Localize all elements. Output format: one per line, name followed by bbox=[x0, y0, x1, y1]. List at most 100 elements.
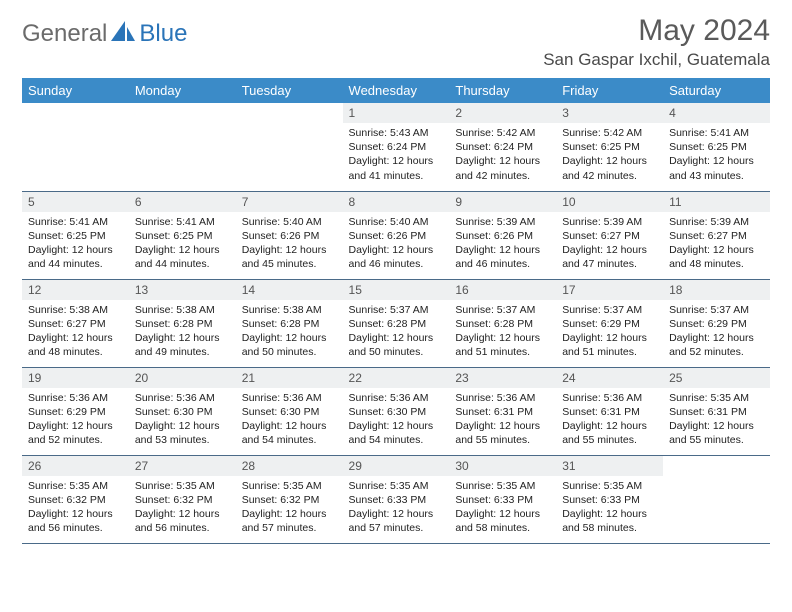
day-number: 9 bbox=[449, 192, 556, 212]
day-info: Sunrise: 5:36 AMSunset: 6:31 PMDaylight:… bbox=[556, 388, 663, 452]
calendar-cell: 1Sunrise: 5:43 AMSunset: 6:24 PMDaylight… bbox=[343, 103, 450, 191]
calendar-cell: 17Sunrise: 5:37 AMSunset: 6:29 PMDayligh… bbox=[556, 279, 663, 367]
calendar-cell: 20Sunrise: 5:36 AMSunset: 6:30 PMDayligh… bbox=[129, 367, 236, 455]
day-number: 4 bbox=[663, 103, 770, 123]
day-info: Sunrise: 5:35 AMSunset: 6:33 PMDaylight:… bbox=[556, 476, 663, 540]
day-number: 6 bbox=[129, 192, 236, 212]
calendar-cell: 10Sunrise: 5:39 AMSunset: 6:27 PMDayligh… bbox=[556, 191, 663, 279]
calendar-cell: .. bbox=[236, 103, 343, 191]
brand-sail-icon bbox=[111, 21, 137, 48]
calendar-cell: 8Sunrise: 5:40 AMSunset: 6:26 PMDaylight… bbox=[343, 191, 450, 279]
day-info: Sunrise: 5:36 AMSunset: 6:30 PMDaylight:… bbox=[129, 388, 236, 452]
day-number: 19 bbox=[22, 368, 129, 388]
day-info: Sunrise: 5:37 AMSunset: 6:29 PMDaylight:… bbox=[663, 300, 770, 364]
day-number: 2 bbox=[449, 103, 556, 123]
day-info: Sunrise: 5:41 AMSunset: 6:25 PMDaylight:… bbox=[22, 212, 129, 276]
location-label: San Gaspar Ixchil, Guatemala bbox=[543, 50, 770, 70]
day-number: 10 bbox=[556, 192, 663, 212]
day-number: 27 bbox=[129, 456, 236, 476]
calendar-cell: 16Sunrise: 5:37 AMSunset: 6:28 PMDayligh… bbox=[449, 279, 556, 367]
day-number: 22 bbox=[343, 368, 450, 388]
day-number: 17 bbox=[556, 280, 663, 300]
day-number: 20 bbox=[129, 368, 236, 388]
brand-text-general: General bbox=[22, 20, 107, 48]
day-info: Sunrise: 5:37 AMSunset: 6:28 PMDaylight:… bbox=[343, 300, 450, 364]
day-number: 15 bbox=[343, 280, 450, 300]
day-info: Sunrise: 5:39 AMSunset: 6:26 PMDaylight:… bbox=[449, 212, 556, 276]
calendar-cell: 21Sunrise: 5:36 AMSunset: 6:30 PMDayligh… bbox=[236, 367, 343, 455]
day-number: 25 bbox=[663, 368, 770, 388]
day-info: Sunrise: 5:43 AMSunset: 6:24 PMDaylight:… bbox=[343, 123, 450, 187]
day-number: 28 bbox=[236, 456, 343, 476]
calendar-cell: 26Sunrise: 5:35 AMSunset: 6:32 PMDayligh… bbox=[22, 455, 129, 543]
day-number: 5 bbox=[22, 192, 129, 212]
brand-text-blue: Blue bbox=[139, 20, 187, 48]
calendar-cell: 6Sunrise: 5:41 AMSunset: 6:25 PMDaylight… bbox=[129, 191, 236, 279]
day-info: Sunrise: 5:35 AMSunset: 6:32 PMDaylight:… bbox=[236, 476, 343, 540]
day-info: Sunrise: 5:39 AMSunset: 6:27 PMDaylight:… bbox=[663, 212, 770, 276]
day-number: 26 bbox=[22, 456, 129, 476]
calendar-row: 19Sunrise: 5:36 AMSunset: 6:29 PMDayligh… bbox=[22, 367, 770, 455]
day-info: Sunrise: 5:36 AMSunset: 6:29 PMDaylight:… bbox=[22, 388, 129, 452]
day-number: 3 bbox=[556, 103, 663, 123]
calendar-cell: 23Sunrise: 5:36 AMSunset: 6:31 PMDayligh… bbox=[449, 367, 556, 455]
calendar-cell: 7Sunrise: 5:40 AMSunset: 6:26 PMDaylight… bbox=[236, 191, 343, 279]
day-number: 23 bbox=[449, 368, 556, 388]
day-info: Sunrise: 5:40 AMSunset: 6:26 PMDaylight:… bbox=[236, 212, 343, 276]
weekday-header: Sunday bbox=[22, 78, 129, 103]
calendar-cell: 18Sunrise: 5:37 AMSunset: 6:29 PMDayligh… bbox=[663, 279, 770, 367]
calendar-cell: 12Sunrise: 5:38 AMSunset: 6:27 PMDayligh… bbox=[22, 279, 129, 367]
day-info: Sunrise: 5:38 AMSunset: 6:28 PMDaylight:… bbox=[236, 300, 343, 364]
day-number: 13 bbox=[129, 280, 236, 300]
day-info: Sunrise: 5:36 AMSunset: 6:31 PMDaylight:… bbox=[449, 388, 556, 452]
day-info: Sunrise: 5:36 AMSunset: 6:30 PMDaylight:… bbox=[236, 388, 343, 452]
day-number: 29 bbox=[343, 456, 450, 476]
day-number: 7 bbox=[236, 192, 343, 212]
day-number: 24 bbox=[556, 368, 663, 388]
calendar-cell: 5Sunrise: 5:41 AMSunset: 6:25 PMDaylight… bbox=[22, 191, 129, 279]
day-number: 14 bbox=[236, 280, 343, 300]
calendar-cell: 4Sunrise: 5:41 AMSunset: 6:25 PMDaylight… bbox=[663, 103, 770, 191]
calendar-table: SundayMondayTuesdayWednesdayThursdayFrid… bbox=[22, 78, 770, 544]
calendar-cell: 13Sunrise: 5:38 AMSunset: 6:28 PMDayligh… bbox=[129, 279, 236, 367]
calendar-cell: 22Sunrise: 5:36 AMSunset: 6:30 PMDayligh… bbox=[343, 367, 450, 455]
day-number: 8 bbox=[343, 192, 450, 212]
calendar-cell: 11Sunrise: 5:39 AMSunset: 6:27 PMDayligh… bbox=[663, 191, 770, 279]
day-info: Sunrise: 5:35 AMSunset: 6:31 PMDaylight:… bbox=[663, 388, 770, 452]
day-number: 18 bbox=[663, 280, 770, 300]
calendar-header-row: SundayMondayTuesdayWednesdayThursdayFrid… bbox=[22, 78, 770, 103]
calendar-cell: 30Sunrise: 5:35 AMSunset: 6:33 PMDayligh… bbox=[449, 455, 556, 543]
day-number: 1 bbox=[343, 103, 450, 123]
day-info: Sunrise: 5:40 AMSunset: 6:26 PMDaylight:… bbox=[343, 212, 450, 276]
calendar-row: ......1Sunrise: 5:43 AMSunset: 6:24 PMDa… bbox=[22, 103, 770, 191]
day-number: 31 bbox=[556, 456, 663, 476]
calendar-cell: .. bbox=[663, 455, 770, 543]
day-number: 21 bbox=[236, 368, 343, 388]
calendar-cell: 9Sunrise: 5:39 AMSunset: 6:26 PMDaylight… bbox=[449, 191, 556, 279]
calendar-cell: 28Sunrise: 5:35 AMSunset: 6:32 PMDayligh… bbox=[236, 455, 343, 543]
day-number: 16 bbox=[449, 280, 556, 300]
calendar-cell: 19Sunrise: 5:36 AMSunset: 6:29 PMDayligh… bbox=[22, 367, 129, 455]
weekday-header: Saturday bbox=[663, 78, 770, 103]
calendar-cell: 24Sunrise: 5:36 AMSunset: 6:31 PMDayligh… bbox=[556, 367, 663, 455]
calendar-cell: 2Sunrise: 5:42 AMSunset: 6:24 PMDaylight… bbox=[449, 103, 556, 191]
calendar-row: 26Sunrise: 5:35 AMSunset: 6:32 PMDayligh… bbox=[22, 455, 770, 543]
day-info: Sunrise: 5:42 AMSunset: 6:25 PMDaylight:… bbox=[556, 123, 663, 187]
day-info: Sunrise: 5:41 AMSunset: 6:25 PMDaylight:… bbox=[129, 212, 236, 276]
day-info: Sunrise: 5:35 AMSunset: 6:33 PMDaylight:… bbox=[449, 476, 556, 540]
day-number: 30 bbox=[449, 456, 556, 476]
brand-logo: General Blue bbox=[22, 20, 187, 48]
calendar-cell: 27Sunrise: 5:35 AMSunset: 6:32 PMDayligh… bbox=[129, 455, 236, 543]
day-info: Sunrise: 5:39 AMSunset: 6:27 PMDaylight:… bbox=[556, 212, 663, 276]
day-number: 11 bbox=[663, 192, 770, 212]
calendar-cell: 25Sunrise: 5:35 AMSunset: 6:31 PMDayligh… bbox=[663, 367, 770, 455]
day-info: Sunrise: 5:37 AMSunset: 6:29 PMDaylight:… bbox=[556, 300, 663, 364]
calendar-body: ......1Sunrise: 5:43 AMSunset: 6:24 PMDa… bbox=[22, 103, 770, 543]
calendar-cell: 3Sunrise: 5:42 AMSunset: 6:25 PMDaylight… bbox=[556, 103, 663, 191]
month-title: May 2024 bbox=[543, 14, 770, 48]
day-info: Sunrise: 5:35 AMSunset: 6:32 PMDaylight:… bbox=[22, 476, 129, 540]
day-info: Sunrise: 5:36 AMSunset: 6:30 PMDaylight:… bbox=[343, 388, 450, 452]
calendar-cell: 15Sunrise: 5:37 AMSunset: 6:28 PMDayligh… bbox=[343, 279, 450, 367]
calendar-cell: 14Sunrise: 5:38 AMSunset: 6:28 PMDayligh… bbox=[236, 279, 343, 367]
calendar-row: 5Sunrise: 5:41 AMSunset: 6:25 PMDaylight… bbox=[22, 191, 770, 279]
